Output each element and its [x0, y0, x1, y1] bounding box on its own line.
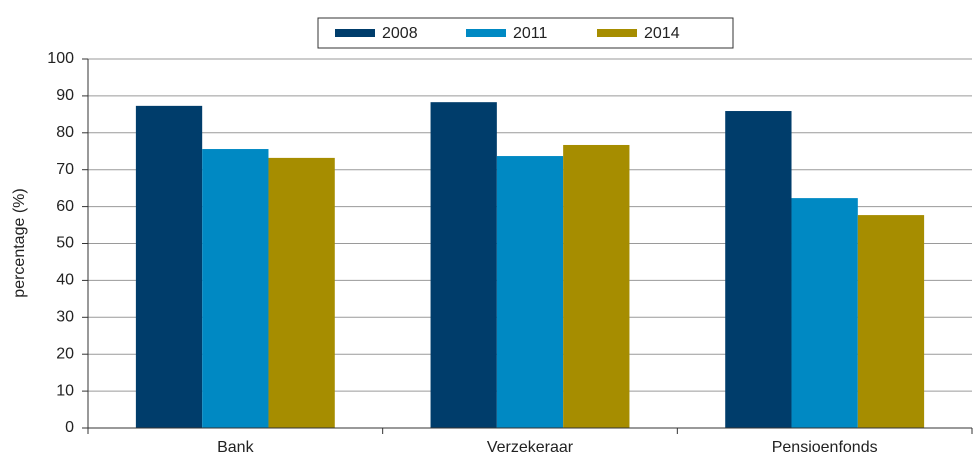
x-tick-label: Verzekeraar: [487, 439, 574, 456]
y-tick-label: 0: [65, 419, 74, 436]
y-tick-label: 20: [56, 345, 74, 362]
y-tick-label: 10: [56, 382, 74, 399]
legend-label: 2008: [382, 25, 418, 42]
bar: [430, 102, 497, 428]
y-tick-label: 100: [47, 50, 74, 67]
legend-box: [317, 17, 734, 49]
legend-label: 2014: [644, 25, 680, 42]
y-axis-label: percentage (%): [11, 188, 28, 297]
x-tick-label: Bank: [217, 439, 254, 456]
y-tick-label: 40: [56, 272, 74, 289]
bar: [268, 157, 335, 428]
bar: [496, 156, 564, 428]
y-tick-label: 50: [56, 235, 74, 252]
legend-swatch: [466, 29, 506, 37]
y-tick-label: 80: [56, 124, 74, 141]
x-tick-label: Pensioenfonds: [772, 439, 878, 456]
bar: [725, 111, 792, 429]
y-tick-label: 30: [56, 309, 74, 326]
y-tick-label: 60: [56, 198, 74, 215]
y-tick-label: 90: [56, 87, 74, 104]
bar: [135, 105, 203, 428]
y-tick-label: 70: [56, 161, 74, 178]
bar: [791, 198, 858, 428]
legend-swatch: [335, 29, 375, 37]
legend-label: 2011: [513, 25, 548, 42]
bar: [857, 215, 925, 428]
legend-swatch: [597, 29, 637, 37]
bar: [202, 149, 269, 428]
bar: [563, 144, 630, 429]
